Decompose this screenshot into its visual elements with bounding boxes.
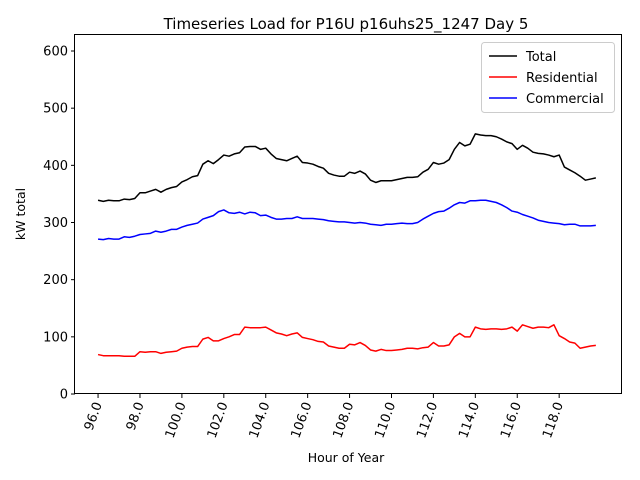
series-line-commercial (97, 199, 596, 241)
y-axis-label: kW total (13, 188, 28, 240)
x-axis-label: Hour of Year (308, 450, 385, 465)
y-tick-label: 0 (60, 388, 68, 403)
y-tick-label: 400 (43, 159, 68, 174)
plot-frame (74, 34, 622, 394)
legend-label-total: Total (525, 50, 556, 65)
chart-title: Timeseries Load for P16U p16uhs25_1247 D… (163, 15, 529, 34)
legend: Total Residential Commercial (481, 42, 615, 113)
legend-label-commercial: Commercial (526, 92, 604, 107)
plot-lines (97, 133, 597, 358)
y-tick-label: 500 (43, 102, 68, 117)
series-line-total (97, 133, 597, 203)
y-tick-label: 600 (43, 45, 68, 60)
y-tick-label: 300 (43, 216, 68, 231)
y-tick-label: 200 (43, 273, 68, 288)
legend-label-residential: Residential (526, 71, 598, 86)
series-line-residential (97, 324, 596, 358)
y-tick-label: 100 (43, 330, 68, 345)
y-axis: 0 100 200 300 400 500 600 (43, 45, 75, 403)
legend-box (481, 42, 615, 113)
